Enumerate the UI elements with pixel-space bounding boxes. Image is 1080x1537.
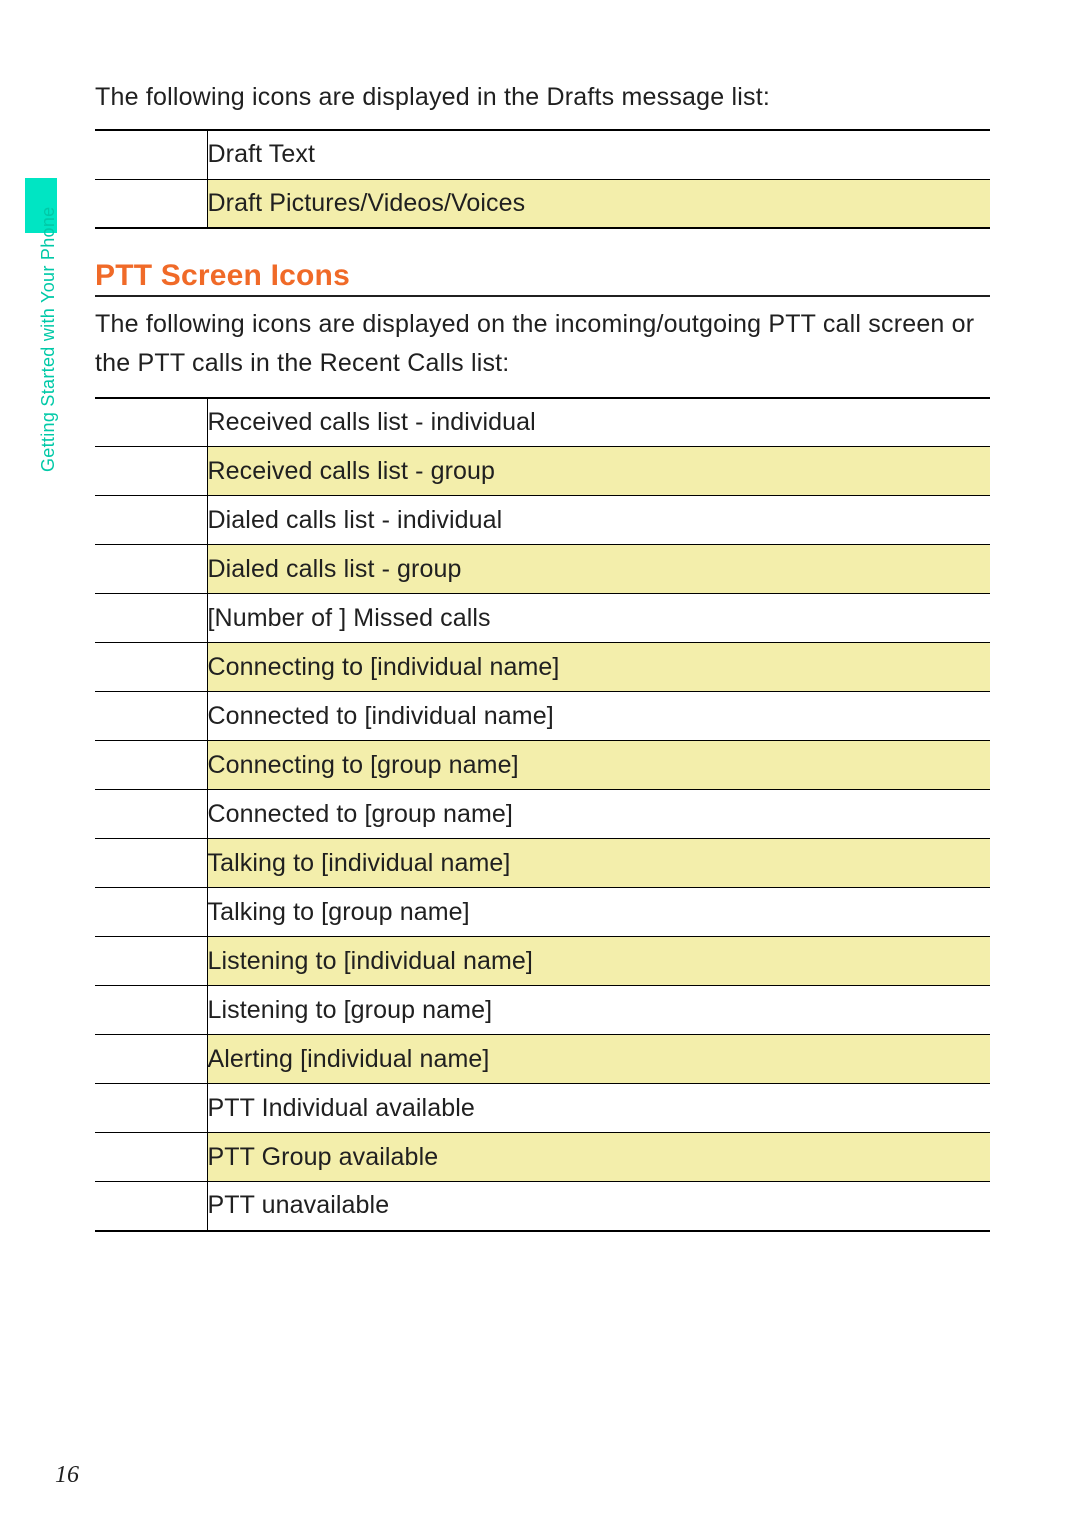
icon-cell (95, 398, 207, 447)
ptt-section-heading: PTT Screen Icons (95, 259, 990, 297)
table-row: Connecting to [individual name] (95, 643, 990, 692)
desc-cell: Connected to [individual name] (207, 692, 990, 741)
ptt-icon-table: Received calls list - individual Receive… (95, 397, 990, 1232)
desc-cell: Draft Text (207, 130, 990, 179)
drafts-icon-table: Draft Text Draft Pictures/Videos/Voices (95, 129, 990, 229)
icon-cell (95, 741, 207, 790)
desc-cell: Dialed calls list - individual (207, 496, 990, 545)
icon-cell (95, 888, 207, 937)
table-row: Talking to [group name] (95, 888, 990, 937)
table-row: PTT Individual available (95, 1084, 990, 1133)
page-number: 16 (55, 1462, 79, 1489)
desc-cell: Alerting [individual name] (207, 1035, 990, 1084)
desc-cell: Connecting to [individual name] (207, 643, 990, 692)
desc-cell: Received calls list - individual (207, 398, 990, 447)
desc-cell: Received calls list - group (207, 447, 990, 496)
desc-cell: Dialed calls list - group (207, 545, 990, 594)
icon-cell (95, 1182, 207, 1231)
icon-cell (95, 1133, 207, 1182)
desc-cell: [Number of ] Missed calls (207, 594, 990, 643)
desc-cell: PTT Individual available (207, 1084, 990, 1133)
desc-cell: PTT Group available (207, 1133, 990, 1182)
table-row: Dialed calls list - individual (95, 496, 990, 545)
table-row: PTT Group available (95, 1133, 990, 1182)
table-row: Draft Pictures/Videos/Voices (95, 179, 990, 228)
icon-cell (95, 692, 207, 741)
desc-cell: Connected to [group name] (207, 790, 990, 839)
icon-cell (95, 545, 207, 594)
ptt-intro-text: The following icons are displayed on the… (95, 305, 990, 383)
desc-cell: Talking to [group name] (207, 888, 990, 937)
side-section-label: Getting Started with Your Phone (38, 207, 59, 472)
table-row: [Number of ] Missed calls (95, 594, 990, 643)
table-row: Connected to [group name] (95, 790, 990, 839)
table-row: Listening to [group name] (95, 986, 990, 1035)
drafts-intro-text: The following icons are displayed in the… (95, 80, 990, 115)
table-row: Received calls list - group (95, 447, 990, 496)
icon-cell (95, 790, 207, 839)
icon-cell (95, 447, 207, 496)
page: Getting Started with Your Phone The foll… (0, 0, 1080, 1537)
desc-cell: Listening to [group name] (207, 986, 990, 1035)
table-row: Draft Text (95, 130, 990, 179)
icon-cell (95, 594, 207, 643)
icon-cell (95, 643, 207, 692)
table-row: Received calls list - individual (95, 398, 990, 447)
icon-cell (95, 179, 207, 228)
icon-cell (95, 1084, 207, 1133)
icon-cell (95, 937, 207, 986)
table-row: Connecting to [group name] (95, 741, 990, 790)
table-row: Talking to [individual name] (95, 839, 990, 888)
desc-cell: Draft Pictures/Videos/Voices (207, 179, 990, 228)
table-row: Dialed calls list - group (95, 545, 990, 594)
table-row: Listening to [individual name] (95, 937, 990, 986)
desc-cell: Listening to [individual name] (207, 937, 990, 986)
table-row: Alerting [individual name] (95, 1035, 990, 1084)
icon-cell (95, 839, 207, 888)
icon-cell (95, 1035, 207, 1084)
icon-cell (95, 130, 207, 179)
desc-cell: Talking to [individual name] (207, 839, 990, 888)
icon-cell (95, 986, 207, 1035)
desc-cell: Connecting to [group name] (207, 741, 990, 790)
desc-cell: PTT unavailable (207, 1182, 990, 1231)
icon-cell (95, 496, 207, 545)
table-row: Connected to [individual name] (95, 692, 990, 741)
table-row: PTT unavailable (95, 1182, 990, 1231)
